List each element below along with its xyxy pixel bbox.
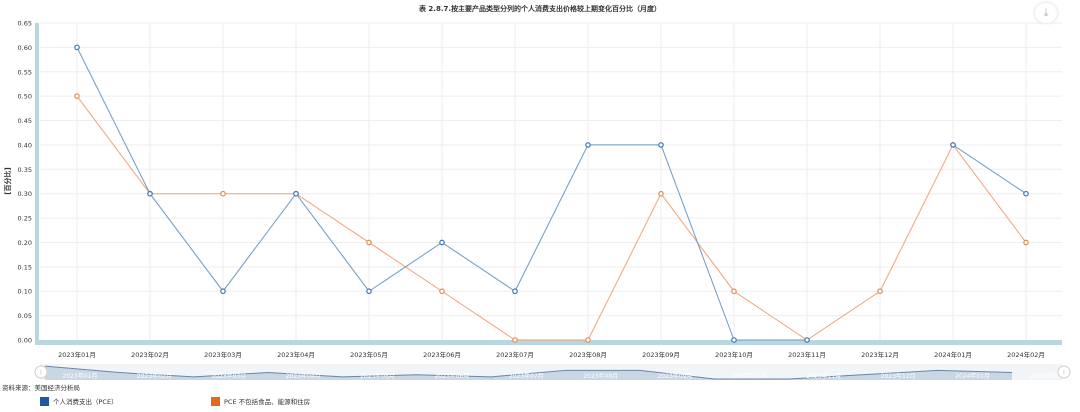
navigator-label: 2023年08月 — [583, 372, 618, 380]
y-tick-label: 0.15 — [18, 263, 32, 271]
navigator-label: 2023年05月 — [360, 372, 395, 380]
legend-label-pce: 个人消费支出（PCE） — [53, 398, 118, 406]
chart-svg: 表 2.8.7.按主要产品类型分列的个人消费支出价格较上期变化百分比（月度） 0.… — [3, 4, 1071, 380]
data-point-0-7 — [585, 142, 591, 148]
navigator-handle-left[interactable] — [34, 365, 48, 379]
chart-title: 表 2.8.7.按主要产品类型分列的个人消费支出价格较上期变化百分比（月度） — [418, 4, 661, 13]
navigator-label: 2023年10月 — [732, 372, 767, 380]
navigator-label: 2023年02月 — [137, 372, 172, 380]
y-tick-label: 0.20 — [18, 239, 32, 247]
navigator-handle-left-grip: ⁞ — [40, 370, 42, 377]
x-tick-label: 2023年10月 — [715, 350, 753, 359]
navigator-label: 2023年04月 — [286, 372, 321, 380]
data-point-1-6 — [512, 337, 518, 343]
data-point-1-4 — [366, 239, 372, 246]
x-tick-label: 2023年06月 — [423, 350, 461, 359]
y-tick-label: 0.30 — [18, 190, 32, 198]
data-point-1-2 — [220, 190, 226, 197]
x-tick-label: 2023年07月 — [496, 350, 534, 359]
y-tick-label: 0.00 — [18, 337, 32, 345]
data-point-1-0 — [74, 93, 80, 99]
data-point-0-12 — [950, 142, 956, 148]
navigator-line — [44, 365, 1013, 380]
x-tick-label: 2024年02月 — [1007, 350, 1045, 359]
x-tick-label: 2023年08月 — [569, 350, 607, 359]
x-tick-label: 2023年05月 — [350, 350, 388, 359]
x-tick-label: 2023年02月 — [131, 350, 169, 359]
y-tick-label: 0.10 — [18, 288, 32, 296]
data-point-1-8 — [658, 190, 664, 197]
data-point-1-13 — [1023, 239, 1029, 246]
navigator-label: 2023年06月 — [434, 372, 469, 380]
y-axis-title: [百分比] — [3, 167, 12, 194]
navigator-label: 2023年11月 — [806, 372, 841, 380]
y-tick-label: 0.50 — [18, 93, 32, 101]
data-point-0-4 — [366, 288, 372, 295]
x-tick-label: 2023年03月 — [204, 350, 242, 359]
navigator-handle-right[interactable] — [1057, 365, 1071, 379]
data-point-0-0 — [74, 44, 80, 51]
data-point-0-6 — [512, 288, 518, 295]
x-tick-label: 2023年11月 — [788, 350, 826, 359]
data-point-1-5 — [439, 288, 445, 295]
data-point-1-9 — [731, 288, 737, 295]
y-tick-label: 0.05 — [18, 312, 32, 320]
x-tick-label: 2023年12月 — [861, 350, 899, 359]
data-point-0-10 — [804, 337, 810, 343]
y-tick-label: 0.25 — [18, 215, 32, 223]
data-point-0-2 — [220, 288, 226, 295]
data-point-0-13 — [1023, 190, 1029, 197]
series-line-1 — [76, 95, 1027, 341]
legend-label-core-pce: PCE 不包括食品、能源和住房 — [224, 398, 311, 406]
data-point-0-9 — [731, 337, 737, 343]
navigator-area — [45, 366, 1012, 380]
data-point-0-1 — [147, 190, 153, 197]
navigator-label: 2023年09月 — [658, 372, 693, 380]
source-note: 资料来源：美国经济分析局 — [2, 384, 80, 392]
y-tick-label: 0.40 — [18, 141, 32, 149]
x-tick-label: 2023年01月 — [58, 350, 96, 359]
legend-swatch-pce — [40, 396, 49, 406]
y-tick-label: 0.65 — [18, 20, 32, 28]
x-tick-label: 2023年09月 — [642, 350, 680, 359]
y-tick-label: 0.45 — [18, 117, 32, 125]
legend: 个人消费支出（PCE） PCE 不包括食品、能源和住房 — [0, 394, 1080, 408]
navigator-label: 2024年02月 — [1030, 372, 1065, 380]
x-tick-label: 2024年01月 — [934, 350, 972, 359]
legend-item-pce[interactable]: 个人消费支出（PCE） — [40, 394, 118, 408]
x-tick-label: 2023年04月 — [277, 350, 315, 359]
data-point-1-11 — [877, 288, 883, 295]
y-axis-band — [35, 23, 39, 345]
navigator-label: 2023年03月 — [211, 372, 246, 380]
x-axis-band — [35, 340, 1062, 345]
navigator-label: 2024年01月 — [955, 372, 990, 380]
y-tick-label: 0.55 — [18, 68, 32, 76]
y-tick-label: 0.35 — [18, 166, 32, 174]
data-point-1-7 — [585, 337, 591, 343]
data-point-0-8 — [658, 142, 664, 148]
series-line-0 — [952, 144, 1027, 195]
navigator-handle-right-grip: ⁞ — [1063, 370, 1065, 377]
y-tick-label: 0.60 — [18, 44, 32, 52]
navigator-label: 2023年12月 — [881, 372, 916, 380]
navigator-label: 2023年07月 — [509, 372, 544, 380]
download-icon[interactable]: ⤓ — [1034, 2, 1058, 24]
legend-item-core-pce[interactable]: PCE 不包括食品、能源和住房 — [211, 394, 310, 408]
legend-swatch-core-pce — [211, 396, 220, 406]
navigator-label: 2023年01月 — [63, 372, 98, 380]
data-point-0-3 — [293, 190, 299, 197]
data-point-0-5 — [439, 239, 445, 246]
